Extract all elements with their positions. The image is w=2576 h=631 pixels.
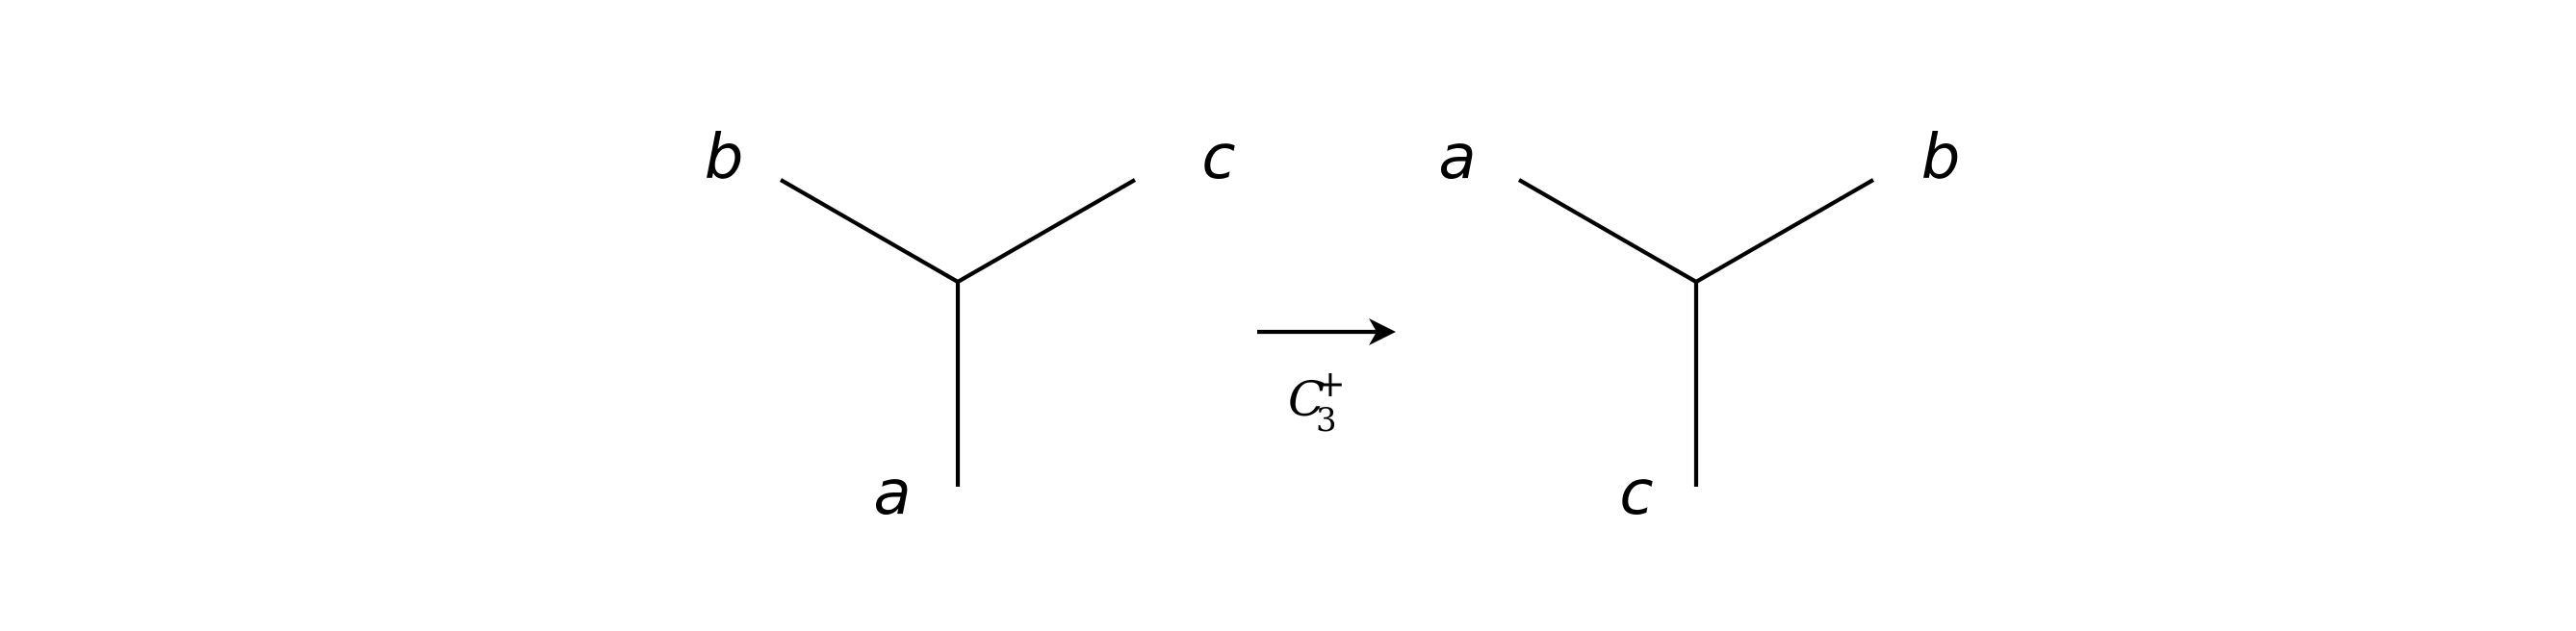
left-label-upper-left: b	[705, 122, 744, 193]
operation-symbol: C	[1288, 371, 1325, 427]
left-arm-upper-left	[779, 178, 960, 284]
left-arm-upper-right	[956, 178, 1137, 284]
rotation-arrow: C 3 +	[1257, 318, 1396, 440]
left-label-upper-right: c	[1201, 122, 1235, 193]
operation-label: C	[1288, 371, 1325, 427]
left-junction: b c a	[705, 122, 1236, 529]
right-junction: a b c	[1438, 122, 1960, 529]
right-arm-upper-left	[1517, 178, 1698, 284]
left-label-bottom: a	[873, 458, 911, 529]
right-label-upper-right: b	[1921, 122, 1961, 193]
operation-superscript: +	[1315, 363, 1346, 405]
operation-subscript: 3	[1316, 401, 1337, 440]
arrow-head	[1369, 318, 1396, 345]
right-label-upper-left: a	[1438, 122, 1476, 193]
right-label-bottom: c	[1619, 458, 1653, 529]
right-arm-upper-right	[1694, 178, 1875, 284]
